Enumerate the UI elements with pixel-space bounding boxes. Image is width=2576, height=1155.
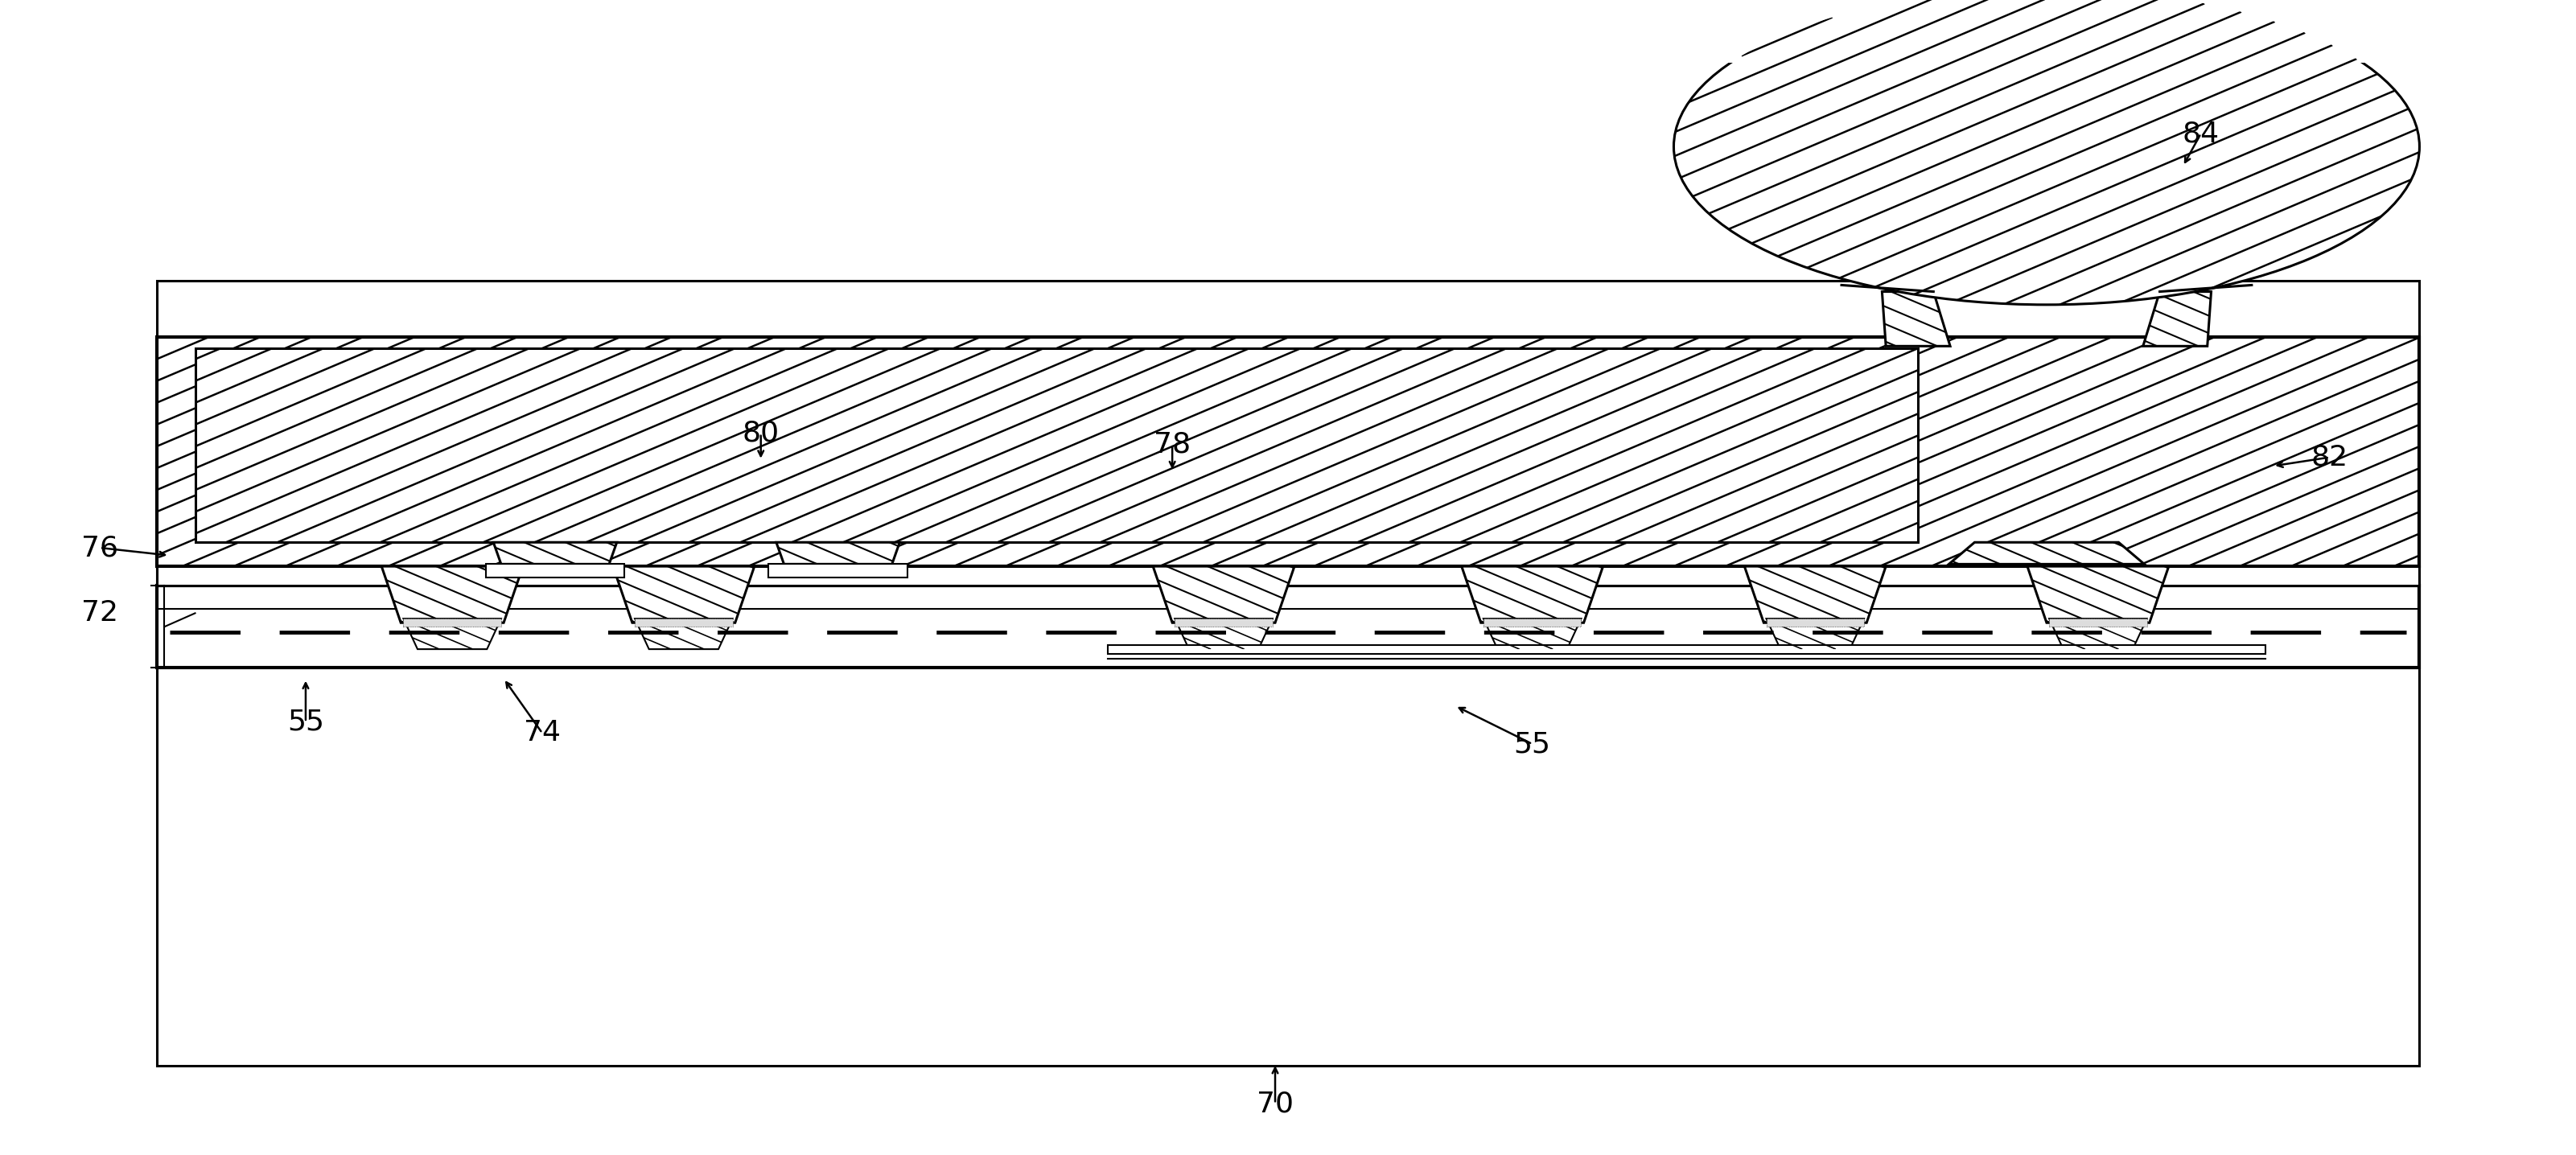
Bar [768,564,907,578]
Polygon shape [613,566,755,623]
Bar [196,349,1919,543]
Polygon shape [1883,291,1950,346]
Text: 74: 74 [523,720,562,747]
Polygon shape [495,543,616,564]
Circle shape [1674,0,2419,305]
Text: 84: 84 [2182,120,2221,147]
Polygon shape [1461,566,1602,623]
Polygon shape [1484,619,1582,649]
Text: 72: 72 [82,599,118,627]
Text: 80: 80 [742,419,781,447]
Polygon shape [1950,543,2143,564]
Text: 70: 70 [1257,1090,1293,1117]
Polygon shape [404,619,502,649]
Text: 55: 55 [286,708,325,736]
Bar [157,586,2419,668]
Bar [634,619,732,626]
Polygon shape [634,619,732,649]
Polygon shape [1767,619,1865,649]
Bar [157,566,2419,586]
Polygon shape [2143,291,2210,346]
Polygon shape [1744,566,1886,623]
Bar [1484,619,1582,626]
Bar [157,281,2419,1066]
Polygon shape [381,566,523,623]
Bar [487,564,623,578]
Bar [1108,644,2264,654]
Polygon shape [775,543,899,564]
Bar [1175,619,1273,626]
Polygon shape [2027,566,2169,623]
Text: 78: 78 [1154,431,1190,457]
Bar [2048,619,2146,626]
Bar [1767,619,1865,626]
Text: 82: 82 [2311,444,2347,471]
Text: 76: 76 [82,534,118,561]
Polygon shape [2048,619,2146,649]
Text: 55: 55 [1515,730,1551,758]
Polygon shape [1175,619,1273,649]
Polygon shape [1154,566,1293,623]
Bar [157,337,2419,566]
Bar [404,619,502,626]
